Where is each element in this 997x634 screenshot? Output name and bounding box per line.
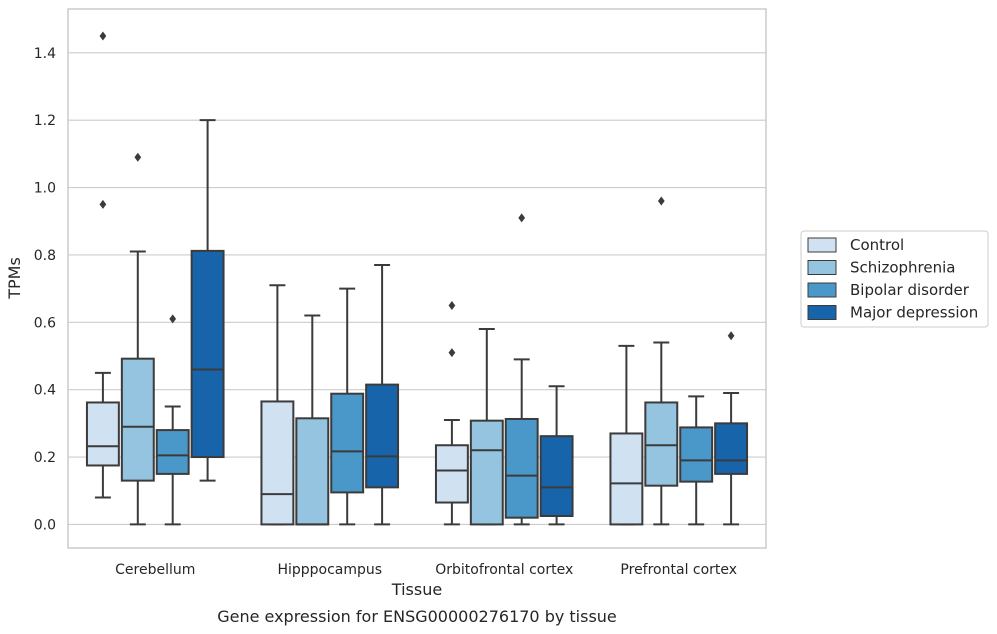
box-bipolar-disorder [504,213,539,526]
y-tick-label: 1.4 [34,46,56,62]
x-axis-title: Tissue [391,580,442,599]
box-schizophrenia [469,328,504,526]
legend-swatch [807,260,837,275]
box [539,435,574,517]
legend-label: Schizophrenia [850,259,955,277]
x-tick-label: Orbitofrontal cortex [435,562,573,578]
box-control [85,31,120,499]
box-control [260,284,295,526]
y-tick-label: 0.8 [34,248,56,264]
outlier-point [99,31,107,41]
legend-label: Control [850,236,904,254]
box [504,417,539,519]
legend-swatch [807,237,837,253]
y-axis-title: TPMs [5,257,24,300]
y-tick-label: 0.4 [34,383,56,399]
box-bipolar-disorder [155,314,190,526]
outlier-point [169,314,177,324]
y-tick-label: 1.2 [34,113,56,129]
legend-label: Major depression [850,304,978,322]
box-schizophrenia [295,314,330,526]
y-tick-label: 1.0 [34,181,56,197]
legend-label: Bipolar disorder [850,281,970,299]
box [260,400,295,526]
legend-swatch [807,305,837,320]
legend: Control Schizophrenia Bipolar disorder Majo… [800,230,989,328]
outlier-point [99,199,107,209]
x-tick-label: Hipppocampus [277,562,382,578]
outlier-point [134,152,142,162]
box-control [434,300,469,526]
box-schizophrenia [644,196,679,526]
box-major-depression [365,264,400,526]
box [295,417,330,526]
x-tick-label: Prefrontal cortex [620,562,737,578]
y-tick-label: 0.2 [34,450,56,466]
x-tick-label: Cerebellum [115,562,195,578]
box-schizophrenia [120,152,155,526]
box [85,401,120,467]
box [330,392,365,494]
box [679,426,714,483]
box-major-depression [539,385,574,526]
chart-caption: Gene expression for ENSG00000276170 by t… [217,607,617,626]
outlier-point [448,300,456,310]
y-tick-labels: 0.0 0.2 0.4 0.6 0.8 1.0 1.2 1.4 [34,46,56,534]
box [434,444,469,504]
box [120,357,155,482]
box-control [609,344,644,526]
outlier-point [727,331,735,341]
box-bipolar-disorder [679,395,714,526]
y-tick-label: 0.6 [34,315,56,331]
box [190,249,225,459]
box-major-depression [190,119,225,482]
y-tick-label: 0.0 [34,517,56,533]
outlier-point [448,348,456,358]
x-tick-labels: Cerebellum Hipppocampus Orbitofrontal cort… [115,562,737,578]
legend-frame [800,230,989,328]
legend-swatch [807,282,837,298]
box [714,422,749,475]
box [644,401,679,487]
box [469,419,504,526]
box [609,432,644,526]
box-bipolar-disorder [330,287,365,526]
plot-frame [67,8,767,549]
boxplots [85,31,749,526]
box-major-depression [714,331,749,526]
box [365,383,400,489]
outlier-point [518,213,526,223]
outlier-point [657,196,665,206]
box [155,429,190,475]
